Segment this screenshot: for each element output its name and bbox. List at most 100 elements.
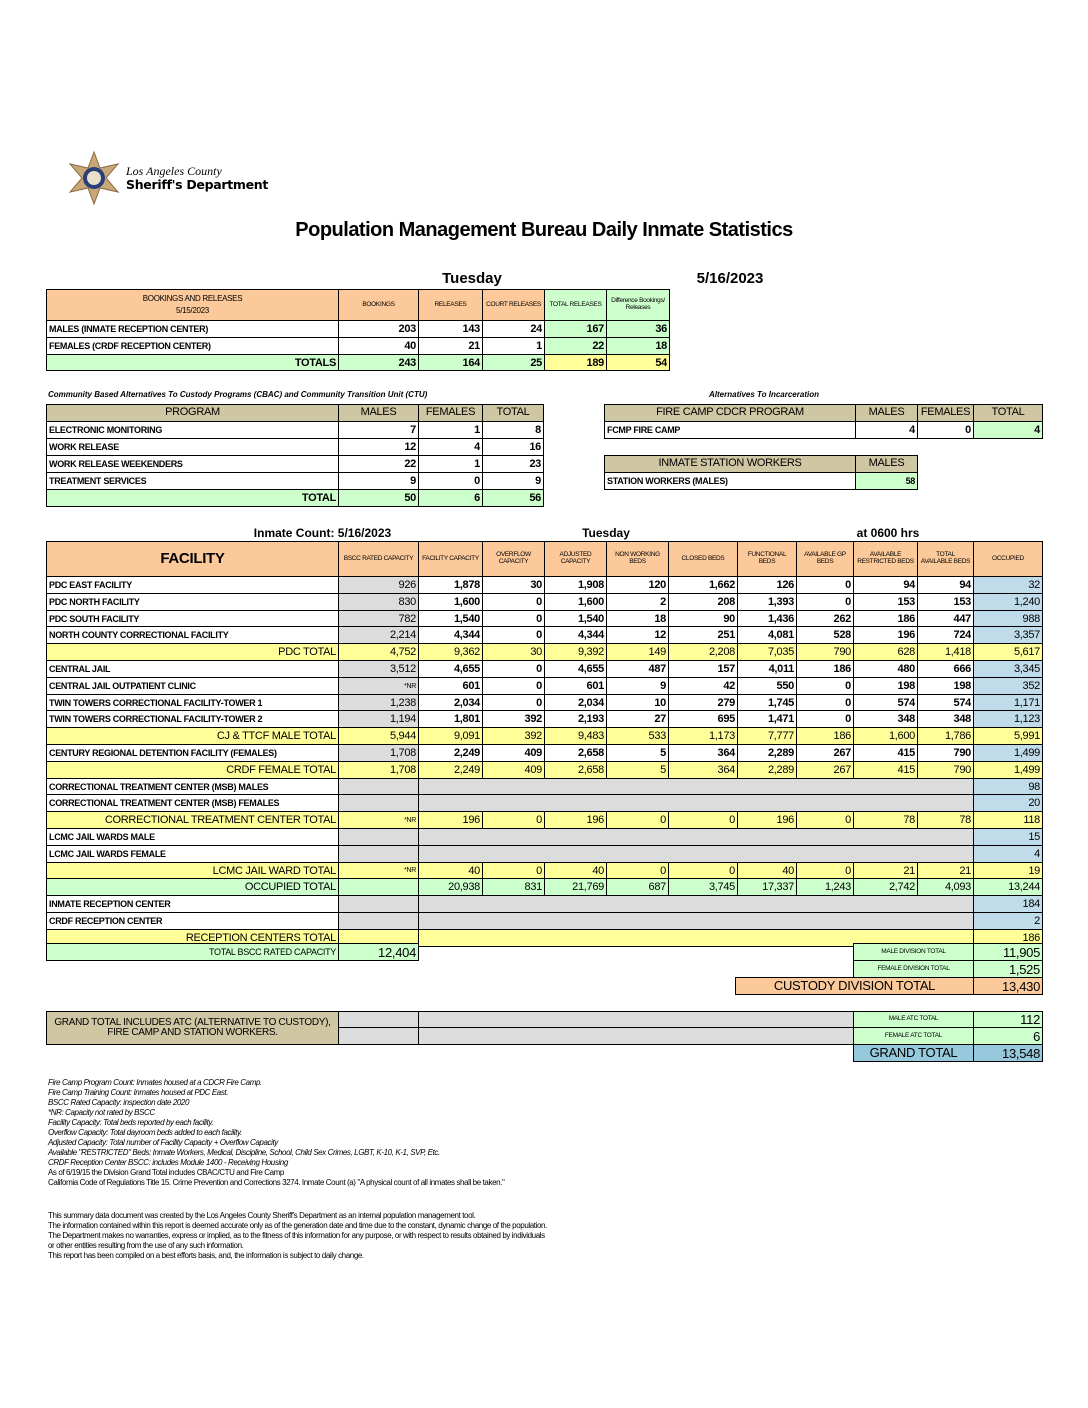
cbac-col-header: MALES [338,404,419,422]
facility-value: 0 [482,677,545,695]
facility-row-label: CRDF RECEPTION CENTER [46,912,339,930]
bookings-row-label: FEMALES (CRDF RECEPTION CENTER) [46,337,339,355]
facility-value: 251 [668,626,738,644]
facility-value: 30 [482,576,545,594]
facility-value: 4,081 [737,626,797,644]
footnote-line: Facility Capacity: Total beds reported b… [48,1118,214,1127]
facility-total-value: 196 [737,811,797,829]
bookings-col-header: Difference Bookings/ Releases [606,289,670,321]
facility-row-label: PDC NORTH FACILITY [46,593,339,611]
facility-value: 94 [917,576,974,594]
facility-value: 1,708 [338,744,419,762]
facility-total-value: 1,243 [796,878,854,896]
facility-value: 528 [796,626,854,644]
facility-total-value: 2,658 [544,761,607,779]
facility-row-label: INMATE RECEPTION CENTER [46,895,339,913]
cbac-row-label: TREATMENT SERVICES [46,472,339,490]
facility-value: 196 [853,626,918,644]
facility-value: 574 [853,694,918,711]
cbac-value: 9 [482,472,544,490]
facility-value: 198 [853,677,918,695]
bookings-value: 40 [338,337,419,355]
facility-total-value: 5,944 [338,727,419,745]
facility-total-value: 0 [606,811,669,829]
facility-value: 348 [853,710,918,728]
facility-occupied-value: 15 [973,828,1043,846]
footnote-line: *NR: Capacity not rated by BSCC [48,1108,155,1117]
facility-value: 0 [796,593,854,611]
facility-value: 3,345 [973,660,1043,678]
facility-value: 5 [606,744,669,762]
facility-occupied-value: 98 [973,778,1043,795]
male-division-value: 11,905 [973,943,1043,961]
footnote-line: Fire Camp Training Count: Inmates housed… [48,1088,229,1097]
cbac-col-header: TOTAL [482,404,544,422]
facility-total-value: 831 [482,878,545,896]
facility-total-value: 687 [606,878,669,896]
facility-col-header: NON WORKING BEDS [606,541,669,577]
facility-total-value: 1,499 [973,761,1043,779]
fire-value: 4 [855,421,918,439]
bscc-total-value: 12,404 [338,943,419,961]
cbac-total-label: TOTAL [46,489,339,507]
cbac-value: 1 [418,421,483,439]
facility-value: 1,745 [737,694,797,711]
facility-col-header: FACILITY CAPACITY [418,541,483,577]
facility-value: 666 [917,660,974,678]
cbac-row-label: WORK RELEASE WEEKENDERS [46,455,339,473]
bookings-total-value: 164 [418,354,483,371]
facility-total-value: 196 [544,811,607,829]
facility-value: 392 [482,710,545,728]
facility-total-value: 21,769 [544,878,607,896]
facility-value: 2,214 [338,626,419,644]
facility-total-value: 7,035 [737,643,797,661]
disclaimer-line: The information contained within this re… [48,1221,547,1230]
facility-total-value: 13,244 [973,878,1043,896]
facility-value: 1,878 [418,576,483,594]
facility-total-value: 40 [737,862,797,879]
facility-value: 1,662 [668,576,738,594]
grand-empty-cell [338,1027,419,1045]
cbac-value: 16 [482,438,544,456]
facility-value: 1,540 [544,610,607,627]
footnote-line: California Code of Regulations Title 15.… [48,1178,505,1187]
facility-value: 186 [796,660,854,678]
facility-total-value: 364 [668,761,738,779]
facility-row-label: CENTRAL JAIL OUTPATIENT CLINIC [46,677,339,695]
facility-row-label: NORTH COUNTY CORRECTIONAL FACILITY [46,626,339,644]
facility-total-value: 267 [796,761,854,779]
facility-total-value: *NR [338,811,419,829]
ati-caption: Alternatives To Incarceration [709,390,819,399]
footnote-line: As of 6/19/15 the Division Grand Total i… [48,1168,284,1177]
facility-value: 4,344 [418,626,483,644]
fire-value: 0 [917,421,974,439]
facility-value: 2,193 [544,710,607,728]
facility-row-label: TWIN TOWERS CORRECTIONAL FACILITY-TOWER … [46,710,339,728]
facility-total-value: 2,742 [853,878,918,896]
facility-value: 480 [853,660,918,678]
bscc-total-label: TOTAL BSCC RATED CAPACITY [46,943,339,961]
facility-empty-cell [338,895,419,913]
facility-total-label: OCCUPIED TOTAL [46,878,339,896]
facility-total-value: 0 [668,862,738,879]
cbac-value: 0 [418,472,483,490]
cbac-total-value: 50 [338,489,419,507]
facility-total-value: 1,708 [338,761,419,779]
facility-occupied-value: 4 [973,845,1043,863]
facility-col-header: FUNCTIONAL BEDS [737,541,797,577]
facility-row-label: CORRECTIONAL TREATMENT CENTER (MSB) FEMA… [46,794,339,812]
facility-occupied-value: 184 [973,895,1043,913]
facility-col-header: OCCUPIED [973,541,1043,577]
facility-total-value: 21 [853,862,918,879]
facility-value: 12 [606,626,669,644]
facility-total-value: 30 [482,643,545,661]
footnote-line: Adjusted Capacity: Total number of Facil… [48,1138,278,1147]
facility-value: 415 [853,744,918,762]
facility-col-header: AVAILABLE GP BEDS [796,541,854,577]
facility-value: 0 [482,593,545,611]
facility-total-value: 1,786 [917,727,974,745]
facility-value: 4,011 [737,660,797,678]
facility-total-value: 9,362 [418,643,483,661]
facility-empty-span [418,845,974,863]
